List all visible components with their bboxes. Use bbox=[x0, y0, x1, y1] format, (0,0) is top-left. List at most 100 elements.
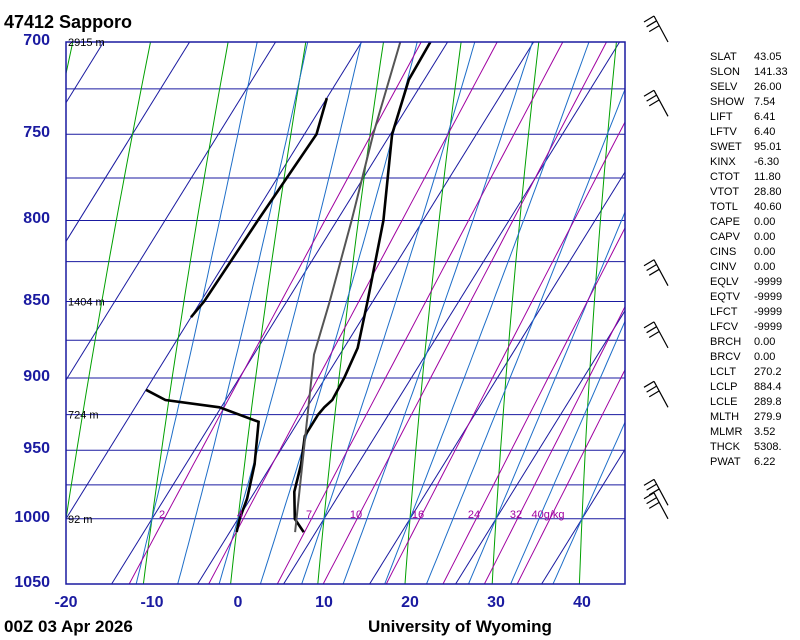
index-row: CTOT 11.80 bbox=[710, 170, 788, 185]
wind-barb bbox=[643, 478, 669, 506]
observation-time: 00Z 03 Apr 2026 bbox=[4, 617, 133, 636]
mixing-ratio-line bbox=[483, 305, 625, 584]
isotherm-line bbox=[455, 309, 625, 584]
isotherm-line bbox=[541, 448, 625, 584]
index-name: CAPE bbox=[710, 216, 740, 228]
index-value: 0.00 bbox=[754, 246, 776, 258]
index-row: CINS 0.00 bbox=[710, 245, 788, 260]
index-row: SHOW 7.54 bbox=[710, 95, 788, 110]
index-name: PWAT bbox=[710, 456, 741, 468]
index-name: VTOT bbox=[710, 186, 740, 198]
moist-adiabat-line bbox=[342, 42, 533, 584]
index-name: BRCH bbox=[710, 336, 742, 348]
mixing-ratio-label: 4 bbox=[237, 509, 243, 521]
parcel-path bbox=[294, 42, 402, 533]
index-name: LCLP bbox=[710, 381, 738, 393]
index-row: LFTV 6.40 bbox=[710, 125, 788, 140]
dry-adiabat-line bbox=[667, 42, 695, 584]
index-value: 3.52 bbox=[754, 426, 776, 438]
index-name: SHOW bbox=[710, 96, 745, 108]
moist-adiabat-line bbox=[510, 320, 625, 584]
index-row: SWET 95.01 bbox=[710, 140, 788, 155]
temperature-profile bbox=[292, 42, 432, 533]
index-row: TOTL 40.60 bbox=[710, 200, 788, 215]
index-row: LCLP 884.4 bbox=[710, 380, 788, 395]
index-value: 270.2 bbox=[754, 366, 782, 378]
index-value: 0.00 bbox=[754, 231, 776, 243]
dry-adiabat-line bbox=[578, 42, 617, 584]
index-name: MLTH bbox=[710, 411, 740, 423]
index-row: SLAT 43.05 bbox=[710, 50, 788, 65]
index-value: 6.22 bbox=[754, 456, 776, 468]
data-source: University of Wyoming bbox=[368, 617, 552, 636]
moist-adiabat-line bbox=[177, 42, 309, 584]
index-name: KINX bbox=[710, 156, 736, 168]
index-value: 141.33 bbox=[754, 66, 788, 78]
index-name: SLAT bbox=[710, 51, 737, 63]
index-value: -9999 bbox=[754, 276, 783, 288]
index-row: BRCH 0.00 bbox=[710, 335, 788, 350]
index-name: SLON bbox=[710, 66, 740, 78]
isotherm-line bbox=[369, 171, 625, 584]
isotherm-line bbox=[111, 42, 449, 584]
index-name: CTOT bbox=[710, 171, 740, 183]
index-value: 28.80 bbox=[754, 186, 782, 198]
index-name: MLMR bbox=[710, 426, 743, 438]
wind-barb bbox=[643, 321, 669, 349]
mixing-ratio-line bbox=[276, 42, 564, 584]
index-row: THCK 5308. bbox=[710, 440, 788, 455]
temperature-tick-label: 10 bbox=[315, 594, 333, 611]
index-row: EQTV -9999 bbox=[710, 290, 788, 305]
mixing-ratio-line bbox=[208, 42, 498, 584]
index-name: TOTL bbox=[710, 201, 738, 213]
station-title: 47412 Sapporo bbox=[4, 12, 133, 32]
temperature-tick-label: -10 bbox=[140, 594, 164, 611]
index-value: 0.00 bbox=[754, 336, 776, 348]
index-value: 26.00 bbox=[754, 81, 782, 93]
temperature-tick-label: 20 bbox=[401, 594, 419, 611]
mixing-ratio-line bbox=[128, 42, 422, 584]
index-row: CAPE 0.00 bbox=[710, 215, 788, 230]
mixing-ratio-line bbox=[516, 368, 625, 584]
dry-adiabat-line bbox=[142, 42, 229, 584]
temperature-tick-label: 0 bbox=[233, 594, 243, 611]
index-row: PWAT 6.22 bbox=[710, 455, 788, 470]
index-value: 6.40 bbox=[754, 126, 776, 138]
moist-adiabat-line bbox=[468, 210, 625, 584]
index-name: LCLT bbox=[710, 366, 737, 378]
moist-adiabat-line bbox=[135, 42, 258, 584]
index-value: 95.01 bbox=[754, 141, 782, 153]
pressure-tick-label: 950 bbox=[23, 440, 50, 458]
height-label: 92 m bbox=[68, 514, 92, 526]
index-name: EQLV bbox=[710, 276, 739, 288]
plot-border bbox=[65, 41, 626, 585]
wind-barb bbox=[643, 15, 669, 43]
dry-adiabat-line bbox=[66, 42, 151, 523]
index-value: 5308. bbox=[754, 441, 782, 453]
mixing-ratio-label: 16 bbox=[412, 509, 424, 521]
index-name: LFCV bbox=[710, 321, 739, 333]
index-row: SLON 141.33 bbox=[710, 65, 788, 80]
temperature-tick-label: 30 bbox=[487, 594, 505, 611]
index-name: THCK bbox=[710, 441, 740, 453]
temperature-tick-label: -20 bbox=[54, 594, 78, 611]
index-row: MLTH 279.9 bbox=[710, 410, 788, 425]
dry-adiabat-line bbox=[491, 42, 540, 584]
index-value: 884.4 bbox=[754, 381, 782, 393]
stability-indices-panel: SLAT 43.05 SLON 141.33 SELV 26.00 SHOW 7.54 LIFT… bbox=[710, 50, 788, 470]
pressure-tick-label: 700 bbox=[23, 32, 50, 49]
mixing-ratio-line bbox=[385, 120, 625, 584]
index-name: CINV bbox=[710, 261, 737, 273]
mixing-ratio-line bbox=[442, 226, 625, 584]
height-label: 724 m bbox=[68, 410, 99, 422]
mixing-ratio-label: 10 bbox=[350, 509, 362, 521]
index-name: LFTV bbox=[710, 126, 737, 138]
pressure-tick-label: 1050 bbox=[14, 574, 50, 591]
moist-adiabat-line bbox=[259, 42, 418, 584]
dry-adiabat-line bbox=[404, 42, 462, 584]
height-label: 2915 m bbox=[68, 37, 105, 49]
index-name: SELV bbox=[710, 81, 738, 93]
mixing-ratio-label: 24 bbox=[468, 509, 480, 521]
mixing-ratio-label: 32 bbox=[510, 509, 522, 521]
